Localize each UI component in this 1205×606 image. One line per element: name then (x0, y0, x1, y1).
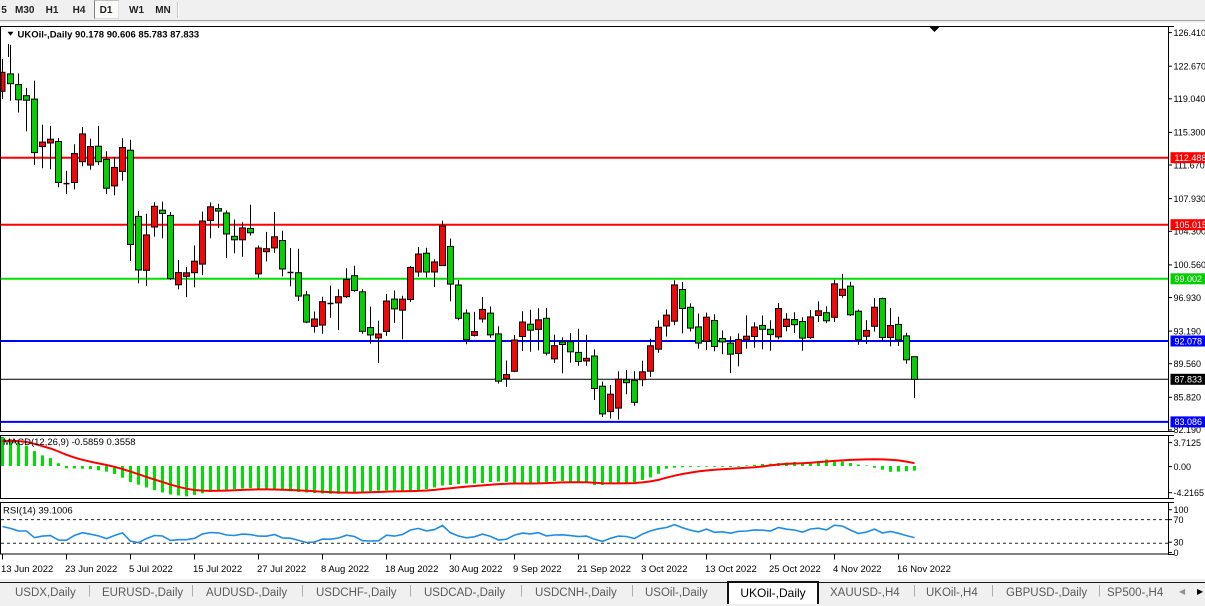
svg-text:MACD(12,26,9) -0.5859 0.3558: MACD(12,26,9) -0.5859 0.3558 (3, 437, 136, 448)
svg-text:89.560: 89.560 (1174, 359, 1202, 369)
svg-text:15 Jul 2022: 15 Jul 2022 (193, 564, 242, 575)
svg-text:96.930: 96.930 (1174, 293, 1202, 303)
svg-text:13 Oct 2022: 13 Oct 2022 (705, 564, 757, 575)
svg-text:70: 70 (1174, 515, 1184, 525)
svg-text:8 Aug 2022: 8 Aug 2022 (321, 564, 369, 575)
svg-text:4 Nov 2022: 4 Nov 2022 (833, 564, 882, 575)
svg-text:30: 30 (1174, 538, 1184, 548)
svg-text:87.833: 87.833 (1175, 375, 1203, 385)
svg-text:3.7125: 3.7125 (1174, 438, 1202, 448)
svg-text:30 Aug 2022: 30 Aug 2022 (449, 564, 502, 575)
svg-text:21 Sep 2022: 21 Sep 2022 (577, 564, 631, 575)
svg-text:RSI(14) 39.1006: RSI(14) 39.1006 (3, 506, 73, 517)
svg-text:82.190: 82.190 (1174, 425, 1202, 435)
svg-text:18 Aug 2022: 18 Aug 2022 (385, 564, 438, 575)
svg-text:126.410: 126.410 (1174, 28, 1205, 38)
svg-text:9 Sep 2022: 9 Sep 2022 (513, 564, 562, 575)
svg-text:83.086: 83.086 (1175, 417, 1203, 427)
svg-text:100.560: 100.560 (1174, 260, 1205, 270)
svg-text:UKOil-,Daily 90.178 90.606 85: UKOil-,Daily 90.178 90.606 85.783 87.833 (18, 29, 200, 40)
svg-text:85.820: 85.820 (1174, 393, 1202, 403)
svg-text:5 Jul 2022: 5 Jul 2022 (129, 564, 173, 575)
svg-text:119.040: 119.040 (1174, 94, 1205, 104)
svg-text:27 Jul 2022: 27 Jul 2022 (257, 564, 306, 575)
svg-text:13 Jun 2022: 13 Jun 2022 (1, 564, 53, 575)
svg-text:0: 0 (1174, 548, 1179, 558)
svg-text:105.015: 105.015 (1175, 220, 1205, 230)
svg-text:-4.2165: -4.2165 (1174, 488, 1205, 498)
svg-text:25 Oct 2022: 25 Oct 2022 (769, 564, 821, 575)
svg-text:93.190: 93.190 (1174, 326, 1202, 336)
svg-text:122.670: 122.670 (1174, 62, 1205, 72)
svg-text:16 Nov 2022: 16 Nov 2022 (897, 564, 951, 575)
svg-text:112.488: 112.488 (1175, 153, 1205, 163)
svg-text:99.002: 99.002 (1175, 274, 1203, 284)
svg-text:100: 100 (1174, 505, 1189, 515)
svg-text:23 Jun 2022: 23 Jun 2022 (65, 564, 117, 575)
svg-text:107.930: 107.930 (1174, 194, 1205, 204)
svg-text:0.00: 0.00 (1174, 462, 1192, 472)
svg-text:3 Oct 2022: 3 Oct 2022 (641, 564, 687, 575)
svg-text:111.670: 111.670 (1174, 160, 1205, 170)
svg-text:115.300: 115.300 (1174, 128, 1205, 138)
svg-text:92.078: 92.078 (1175, 336, 1203, 346)
svg-text:104.300: 104.300 (1174, 227, 1205, 237)
